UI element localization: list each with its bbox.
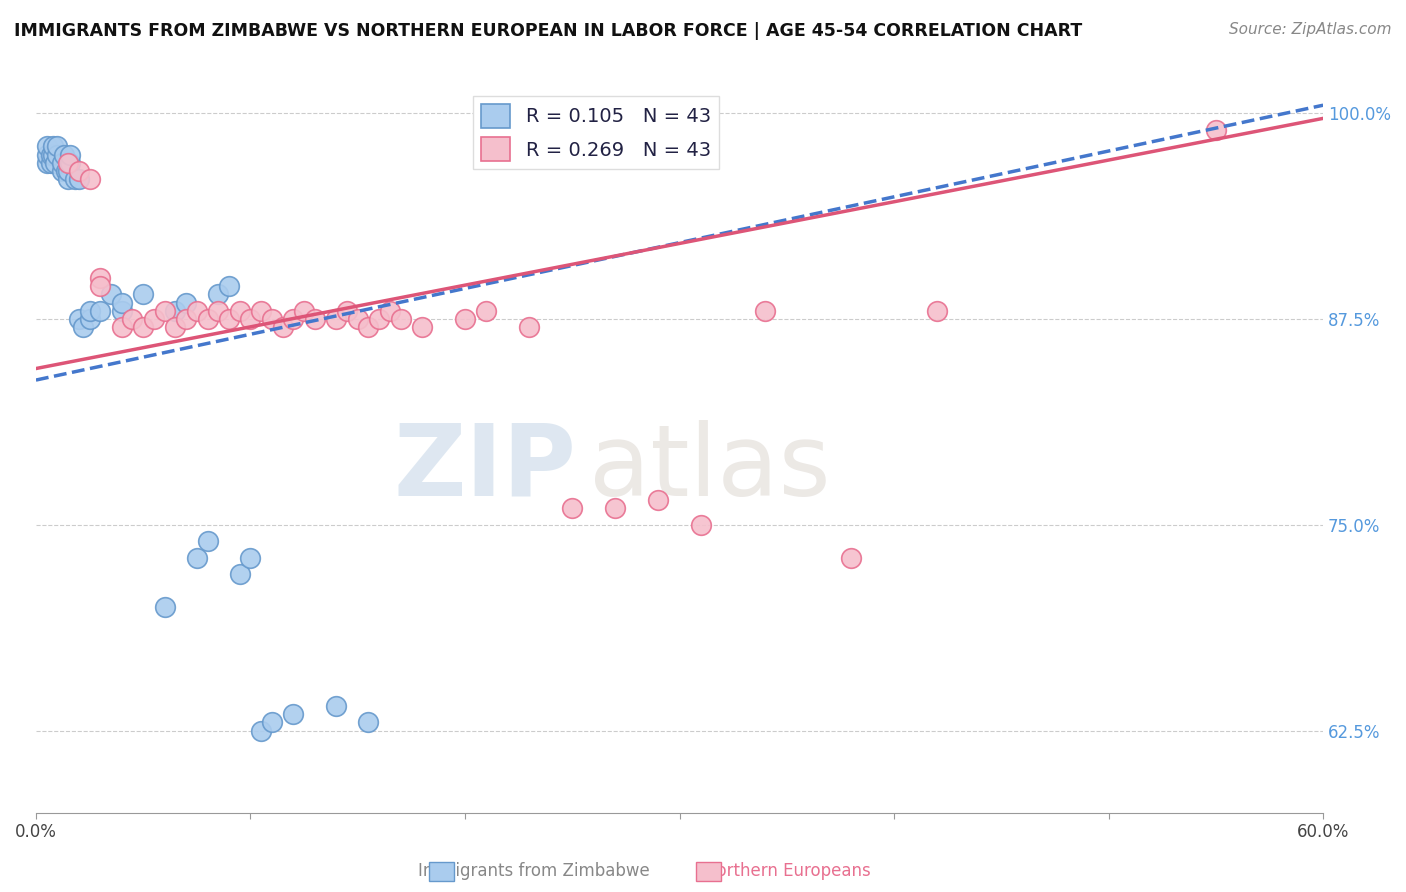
FancyBboxPatch shape xyxy=(696,862,721,881)
Point xyxy=(250,723,273,738)
Point xyxy=(35,156,58,170)
Point xyxy=(132,287,155,301)
Point xyxy=(79,172,101,186)
Point xyxy=(357,715,380,730)
Point xyxy=(39,147,62,161)
Point xyxy=(754,304,776,318)
Point xyxy=(165,304,187,318)
Point xyxy=(174,312,197,326)
Point xyxy=(42,139,65,153)
Point xyxy=(186,550,208,565)
Point xyxy=(63,172,86,186)
Point xyxy=(229,304,252,318)
Point xyxy=(44,156,66,170)
Text: Source: ZipAtlas.com: Source: ZipAtlas.com xyxy=(1229,22,1392,37)
Point xyxy=(67,312,90,326)
Point xyxy=(153,600,176,615)
Point xyxy=(89,271,111,285)
FancyBboxPatch shape xyxy=(429,862,454,881)
Text: atlas: atlas xyxy=(589,420,831,517)
Point xyxy=(67,164,90,178)
Point xyxy=(39,156,62,170)
Point xyxy=(132,320,155,334)
Point xyxy=(52,147,75,161)
Point xyxy=(605,501,627,516)
Point xyxy=(59,156,82,170)
Point xyxy=(153,304,176,318)
Point xyxy=(250,304,273,318)
Point xyxy=(165,320,187,334)
Point xyxy=(35,147,58,161)
Point xyxy=(475,304,498,318)
Point xyxy=(647,493,669,508)
Point xyxy=(51,156,73,170)
Point xyxy=(197,534,219,549)
Point xyxy=(260,715,283,730)
Point xyxy=(59,147,82,161)
Point xyxy=(561,501,583,516)
Point xyxy=(292,304,315,318)
Point xyxy=(55,164,77,178)
Point xyxy=(89,304,111,318)
Text: ZIP: ZIP xyxy=(394,420,576,517)
Point xyxy=(142,312,165,326)
Point xyxy=(56,164,79,178)
Point xyxy=(67,172,90,186)
Point xyxy=(72,320,94,334)
Point xyxy=(411,320,433,334)
Point xyxy=(239,312,262,326)
Point xyxy=(378,304,401,318)
Point xyxy=(79,304,101,318)
Point xyxy=(121,312,143,326)
Point xyxy=(207,304,229,318)
Point xyxy=(89,279,111,293)
Point xyxy=(111,304,134,318)
Point xyxy=(111,295,134,310)
Point xyxy=(229,567,252,582)
Point xyxy=(218,279,240,293)
Point xyxy=(51,164,73,178)
Point xyxy=(56,156,79,170)
Point xyxy=(389,312,412,326)
Point xyxy=(174,295,197,310)
Point xyxy=(283,312,305,326)
Point xyxy=(336,304,359,318)
Point xyxy=(260,312,283,326)
Text: Northern Europeans: Northern Europeans xyxy=(704,863,870,880)
Point xyxy=(186,304,208,318)
Point xyxy=(100,287,122,301)
Point xyxy=(368,312,391,326)
Legend: R = 0.105   N = 43, R = 0.269   N = 43: R = 0.105 N = 43, R = 0.269 N = 43 xyxy=(474,96,718,169)
Text: Immigrants from Zimbabwe: Immigrants from Zimbabwe xyxy=(419,863,650,880)
Point xyxy=(46,147,69,161)
Point xyxy=(925,304,948,318)
Point xyxy=(283,707,305,722)
Point xyxy=(304,312,326,326)
Point xyxy=(690,517,713,532)
Point xyxy=(519,320,541,334)
Point xyxy=(839,550,862,565)
Point xyxy=(197,312,219,326)
Point xyxy=(42,147,65,161)
Text: IMMIGRANTS FROM ZIMBABWE VS NORTHERN EUROPEAN IN LABOR FORCE | AGE 45-54 CORRELA: IMMIGRANTS FROM ZIMBABWE VS NORTHERN EUR… xyxy=(14,22,1083,40)
Point xyxy=(207,287,229,301)
Point xyxy=(325,312,347,326)
Point xyxy=(346,312,368,326)
Point xyxy=(46,139,69,153)
Point xyxy=(239,550,262,565)
Point xyxy=(1205,123,1227,137)
Point xyxy=(79,312,101,326)
Point xyxy=(218,312,240,326)
Point xyxy=(325,698,347,713)
Point xyxy=(454,312,477,326)
Point xyxy=(357,320,380,334)
Point xyxy=(56,172,79,186)
Point xyxy=(35,139,58,153)
Point xyxy=(271,320,294,334)
Point xyxy=(111,320,134,334)
